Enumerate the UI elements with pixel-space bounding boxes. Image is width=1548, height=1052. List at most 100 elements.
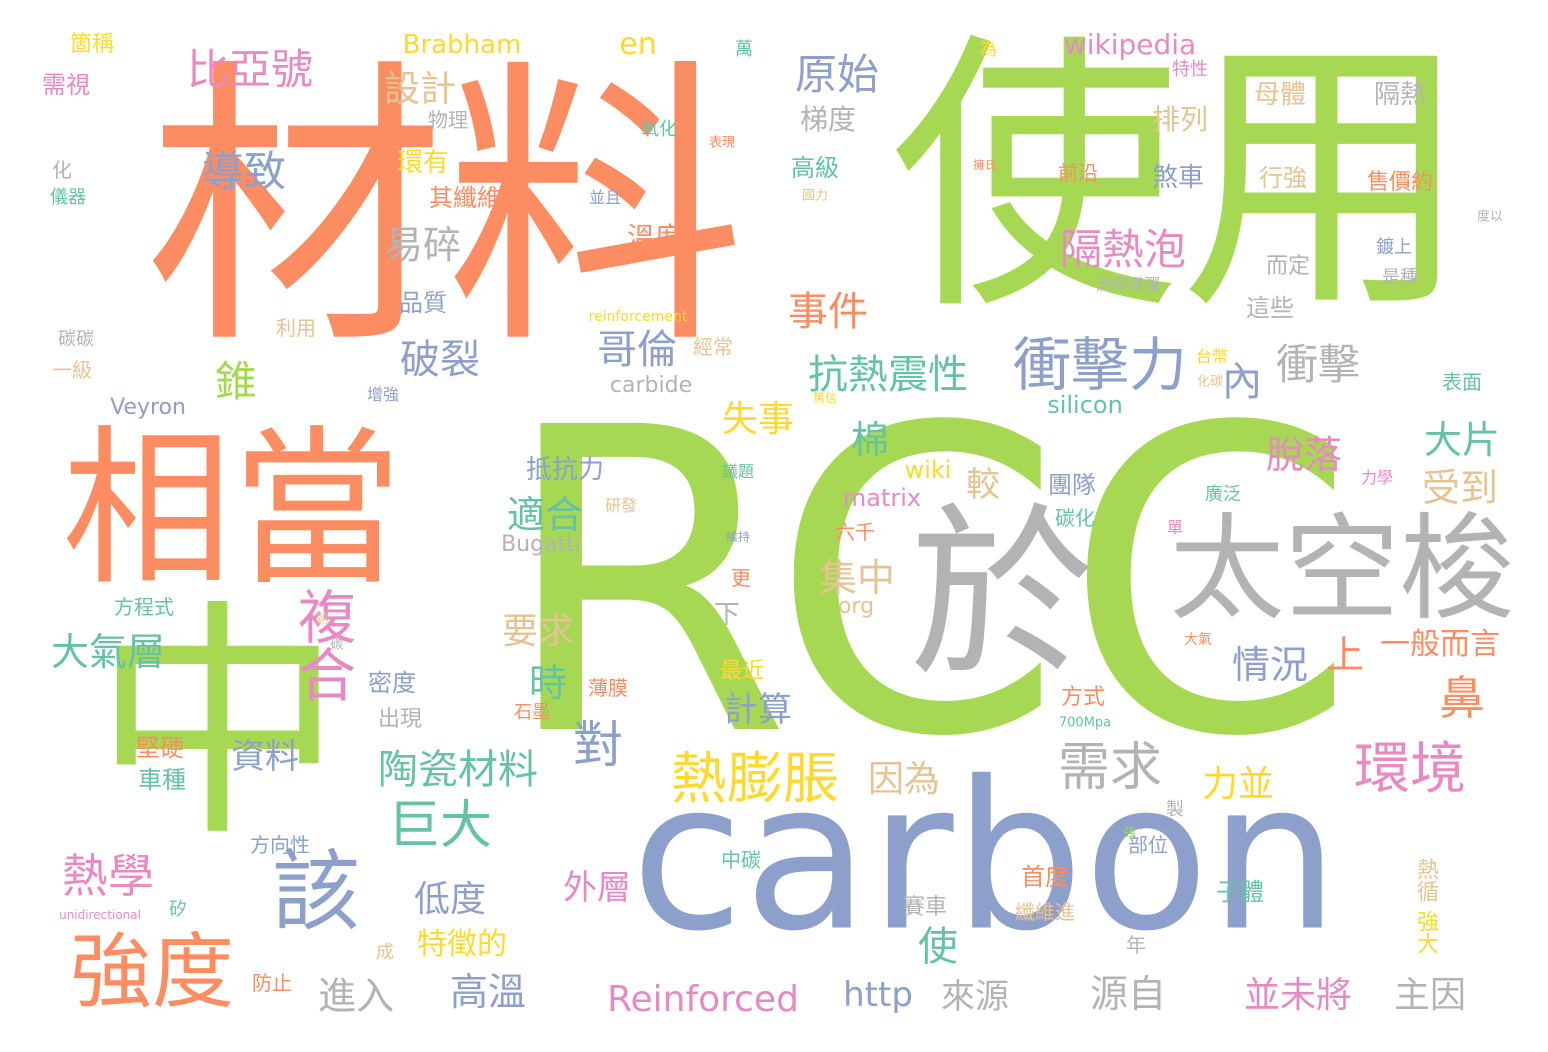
word-jiancheng: 箇稱	[69, 32, 115, 57]
word-mian: 棉	[850, 418, 890, 462]
word-shi: 時	[528, 661, 568, 705]
word-daqi: 大氣	[1184, 632, 1212, 648]
word-qiangda: 強大	[1413, 910, 1438, 954]
word-yongshi: 擁氏	[972, 158, 998, 172]
word-fangxiangxing: 方向性	[250, 833, 310, 857]
word-tanhua: 碳化	[1055, 506, 1095, 530]
word-wiki: wiki	[904, 456, 952, 484]
word-lixue: 力學	[1360, 468, 1394, 487]
word-jingchang: 經常	[693, 335, 733, 359]
word-duyi: 度以	[1476, 209, 1504, 225]
word-bugatti: Bugatti	[501, 532, 581, 557]
word-yiti: 議題	[721, 462, 755, 481]
word-gai: 該	[271, 840, 361, 943]
word-guangfan: 廣泛	[1205, 484, 1241, 505]
word-rexun: 熱循	[1413, 858, 1438, 902]
word-pailie: 排列	[1151, 103, 1209, 136]
word-fangchengshi: 方程式	[114, 595, 174, 619]
word-texing: 特性	[1172, 59, 1208, 80]
word-unidirectional: unidirectional	[59, 908, 141, 922]
word-wei: 為	[979, 39, 997, 60]
word-daqiceng: 大氣層	[50, 630, 166, 674]
word-taikongsuo: 太空梭	[1169, 502, 1515, 637]
word-xiangdang: 相當	[61, 411, 403, 609]
word-shizhong: 是種	[1382, 267, 1418, 288]
word-veyron: Veyron	[110, 395, 186, 420]
word-polie: 破裂	[400, 337, 480, 383]
word-dan: 單	[1166, 518, 1184, 537]
word-zengqiang: 增強	[366, 385, 400, 404]
word-chongji: 衝擊	[1275, 340, 1361, 389]
word-qingkuang: 情況	[1231, 643, 1309, 687]
word-shi2: 使	[918, 924, 958, 970]
word-yibaneryan: 一般而言	[1380, 627, 1500, 662]
word-zhong: 中	[93, 579, 343, 870]
word-zhui: 錐	[214, 357, 258, 406]
word-dushang: 鍍上	[1376, 237, 1412, 258]
word-yuanzi: 源自	[1089, 972, 1167, 1016]
word-jizhong: 集中	[818, 556, 896, 600]
word-fangshi: 方式	[1060, 685, 1106, 710]
word-xianweijin: 纖維進	[1015, 900, 1075, 924]
word-shoujiayue: 售價約	[1366, 170, 1434, 195]
word-carbon: carbon	[630, 738, 1340, 977]
word-http: http	[843, 975, 913, 1015]
word-tuandui: 團隊	[1048, 471, 1096, 499]
word-saiche: 賽車	[902, 895, 948, 920]
word-rcc: RCC	[499, 340, 1357, 829]
word-qianyan: 前沿	[1058, 161, 1098, 185]
word-guoli: 國力	[801, 188, 829, 204]
word-yaoqiu: 要求	[501, 611, 575, 652]
word-taocicailiao: 陶瓷材料	[378, 747, 538, 793]
word-waiceng: 外層	[563, 868, 631, 908]
word-tan: 碳	[330, 637, 344, 653]
word-laiyuan: 來源	[941, 977, 1009, 1017]
word-re: 熱	[315, 612, 329, 628]
word-biyahao: 比亞號	[186, 45, 314, 94]
word-pinzhi: 品質	[399, 289, 447, 317]
word-reinforced: Reinforced	[607, 979, 799, 1020]
word-jinru: 進入	[317, 974, 395, 1018]
word-tantan: 碳碳	[58, 329, 94, 350]
word-bingqie: 並且	[588, 188, 622, 207]
word-reinforcement: reinforcement	[588, 309, 688, 325]
word-yu: 於	[909, 486, 1095, 703]
word-liyong: 利用	[276, 316, 316, 340]
word-qiang: 強	[1123, 825, 1137, 839]
word-gere: 隔熱	[1373, 80, 1427, 110]
word-muti: 母體	[1253, 80, 1307, 110]
word-gelun: 哥倫	[597, 327, 677, 373]
word-qiangdu: 強度	[69, 925, 235, 1020]
word-weichi: 維持	[725, 530, 751, 544]
word-gui: 矽	[169, 899, 187, 920]
word-libing: 力並	[1201, 764, 1275, 805]
word-zhuyin: 主因	[1393, 975, 1467, 1016]
word-wan: 萬	[735, 39, 753, 60]
word-hua: 化	[52, 158, 72, 182]
word-geng: 更	[731, 566, 751, 590]
word-nian: 年	[1126, 933, 1146, 957]
word-silicon: silicon	[1047, 391, 1123, 419]
word-carbide: carbide	[609, 373, 693, 398]
word-huanjing: 環境	[1354, 737, 1466, 802]
word-gaowen: 高溫	[449, 970, 527, 1014]
word-jiao: 較	[966, 465, 1000, 505]
word-ziti: 子體	[1216, 878, 1264, 906]
word-biaoxian: 表現	[708, 135, 736, 151]
word-shoudu: 首度	[1021, 863, 1069, 891]
word-xushi: 需視	[42, 71, 90, 99]
word-zuijin: 最近	[719, 659, 765, 684]
word-yiqi: 儀器	[50, 187, 86, 208]
word-dikangli: 抵抗力	[525, 455, 605, 485]
word-shache: 煞車	[1151, 163, 1205, 193]
word-duxin: 篤信	[812, 391, 838, 405]
word-yiji: 一級	[52, 358, 92, 382]
word-biaomian: 表面	[1442, 370, 1482, 394]
word-taibi: 台幣	[1195, 347, 1229, 366]
word-nei: 內	[1222, 359, 1262, 405]
word-yisui: 易碎	[384, 223, 462, 267]
word-gaoji: 高級	[791, 154, 839, 182]
word-midu: 密度	[368, 669, 416, 697]
word-buwei: 部位	[1128, 833, 1168, 857]
